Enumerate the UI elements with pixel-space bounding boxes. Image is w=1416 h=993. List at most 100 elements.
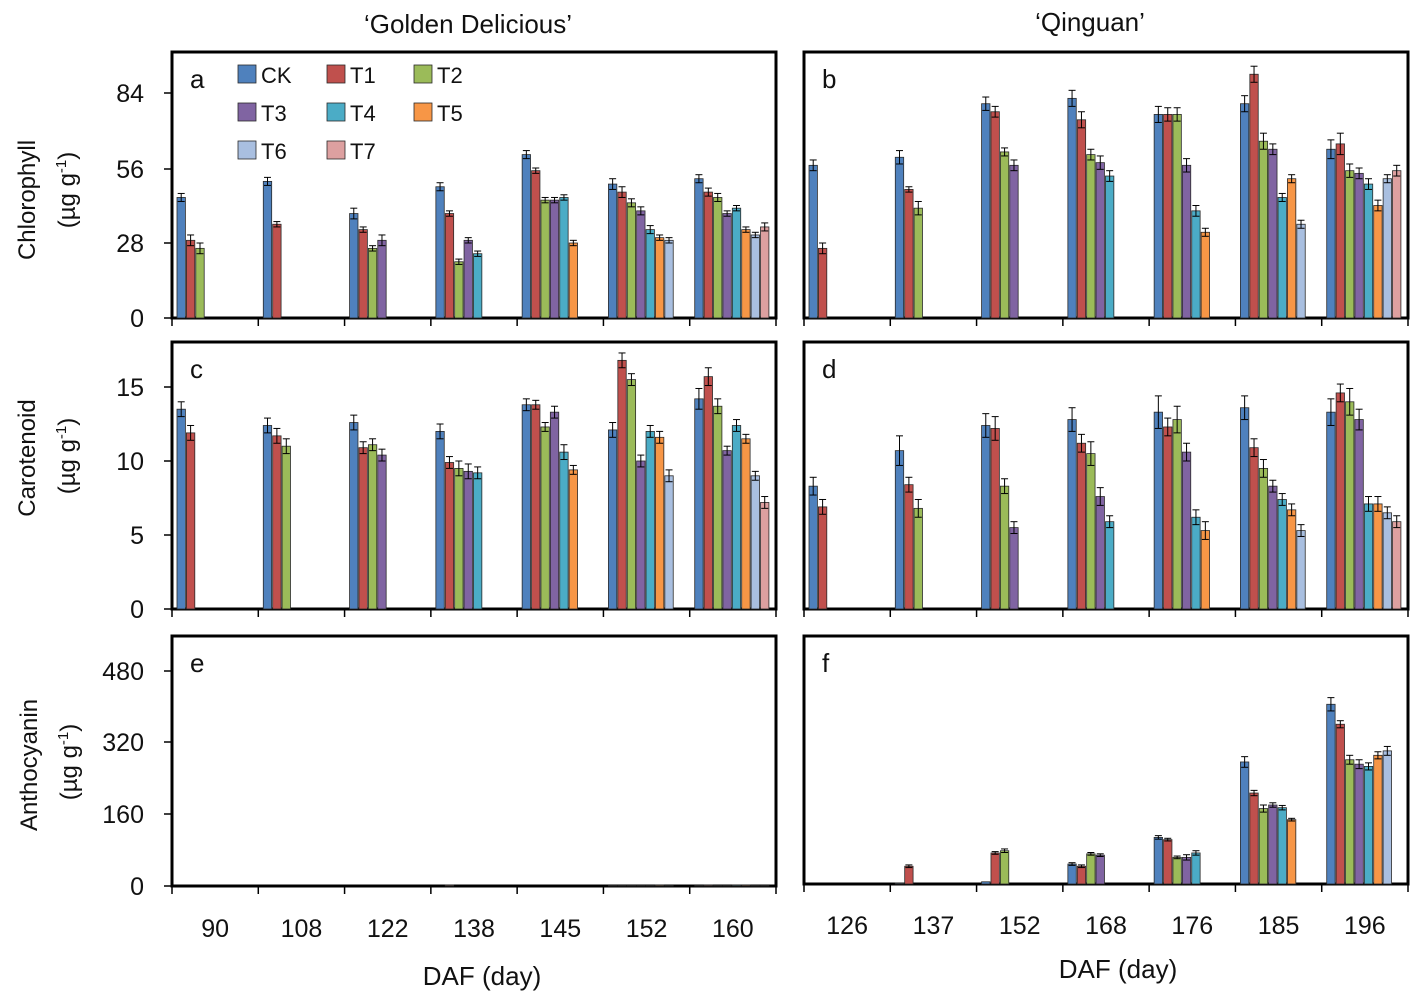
xlabel-right: DAF (day): [1059, 954, 1177, 984]
bar-T3-168: [1095, 496, 1105, 610]
legend-swatch: [326, 64, 346, 84]
legend-item-t2: T2: [413, 63, 463, 88]
bar-CK-185: [1240, 761, 1250, 885]
bar-T1-145: [531, 404, 541, 610]
bar-T2-160: [713, 405, 723, 610]
y-tick-label: 28: [116, 230, 144, 258]
legend-item-t7: T7: [326, 139, 376, 164]
bar-T2-185: [1258, 808, 1269, 885]
y-tick-label: 160: [102, 801, 144, 829]
legend-swatch: [326, 102, 346, 122]
bar-T3-168: [1095, 854, 1105, 885]
bar-T1-138: [444, 884, 455, 887]
bar-T4-152: [645, 430, 655, 610]
bar-T5-176: [1200, 231, 1210, 319]
bar-T2-196: [1345, 401, 1355, 610]
bar-T6-152: [664, 239, 674, 319]
bar-T3-138: [463, 470, 473, 610]
panel-letter: b: [822, 64, 836, 94]
panel-e: 0 160 320 480 e 90 108 122 138 145 152 160: [102, 634, 778, 943]
bar-T3-185: [1268, 485, 1278, 610]
column-title-qinguan: ‘Qinguan’: [1035, 7, 1145, 37]
legend-swatch: [413, 64, 433, 84]
bar-T3-176: [1181, 856, 1192, 885]
x-tick-label: 185: [1258, 912, 1300, 940]
bar-T7-160: [760, 226, 770, 319]
panel-letter: a: [190, 64, 205, 94]
bar-T1-137: [904, 484, 914, 610]
legend-swatch: [413, 102, 433, 122]
bar-T1-138: [444, 462, 455, 610]
bar-T1-152: [990, 111, 1000, 319]
bar-T7-160: [760, 502, 770, 610]
ylabel-carotenoid-unit: (µg g-1): [53, 418, 81, 495]
bar-T1-168: [1076, 865, 1087, 885]
bar-CK-90: [176, 408, 186, 610]
bar-CK-145: [521, 404, 531, 610]
x-tick-label: 122: [367, 915, 409, 943]
bar-T2-152: [626, 379, 637, 610]
bar-CK-196: [1326, 703, 1336, 885]
bar-T1-196: [1335, 392, 1345, 610]
legend-label: T5: [437, 101, 463, 126]
bar-CK-122: [349, 422, 359, 610]
legend-label: T3: [261, 101, 287, 126]
bar-T3-152: [1009, 527, 1019, 610]
bar-T1-196: [1335, 723, 1345, 885]
bar-T2-152: [626, 202, 637, 319]
bar-T3-152: [636, 460, 646, 610]
bar-T3-185: [1268, 804, 1278, 885]
bar-T5-185: [1287, 178, 1297, 319]
bar-T1-160: [703, 376, 713, 610]
bar-T2-108: [281, 445, 291, 610]
bar-T1-185: [1249, 447, 1259, 610]
bar-T1-122: [358, 447, 368, 610]
x-tick-label: 145: [539, 915, 581, 943]
ylabel-chlorophyll-unit: (µg g-1): [53, 152, 81, 229]
bar-T1-168: [1076, 442, 1087, 610]
bar-T5-196: [1373, 503, 1383, 610]
bar-T1-176: [1163, 839, 1173, 885]
panel-letter: d: [822, 354, 836, 384]
bar-CK-122: [349, 213, 359, 319]
bar-T3-196: [1354, 763, 1364, 885]
legend-label: T7: [350, 139, 376, 164]
bar-T4-196: [1363, 503, 1374, 610]
bar-T2-122: [367, 444, 378, 610]
bar-T2-137: [913, 507, 923, 610]
bar-T7-196: [1392, 521, 1402, 610]
bar-CK-185: [1240, 103, 1250, 319]
panel-c: 0 5 10 15 c: [116, 340, 778, 624]
bar-T1-137: [904, 865, 914, 885]
bar-T1-168: [1076, 119, 1087, 319]
legend-label: CK: [261, 63, 292, 88]
bar-T2-137: [913, 207, 923, 319]
bar-T1-185: [1249, 73, 1259, 319]
x-tick-label: 152: [626, 915, 668, 943]
x-tick-label: 160: [712, 915, 754, 943]
bar-T5-152: [655, 884, 665, 887]
bar-T3-152: [636, 210, 646, 319]
panel-frame: [170, 634, 778, 888]
x-tick-label: 138: [453, 915, 495, 943]
bar-T1-122: [358, 229, 368, 319]
legend-label: T1: [350, 63, 376, 88]
legend-item-t1: T1: [326, 63, 376, 88]
bar-T5-145: [568, 469, 578, 610]
bar-T6-185: [1296, 223, 1306, 319]
bar-T3-145: [549, 411, 560, 610]
panel-letter: c: [190, 354, 203, 384]
bar-T1-176: [1163, 114, 1173, 319]
bar-CK-152: [981, 881, 991, 885]
panel-d: d: [802, 340, 1410, 617]
legend-item-t6: T6: [237, 139, 287, 164]
x-tick-label: 126: [826, 912, 868, 940]
bar-T6-196: [1382, 750, 1392, 885]
bar-CK-126: [808, 485, 818, 610]
legend-label: T4: [350, 101, 376, 126]
ylabel-anthocyanin-unit: (µg g-1): [55, 724, 83, 801]
legend-label: T6: [261, 139, 287, 164]
bar-CK-90: [176, 197, 186, 319]
bar-T5-152: [655, 436, 665, 610]
bar-T1-160: [703, 191, 713, 319]
